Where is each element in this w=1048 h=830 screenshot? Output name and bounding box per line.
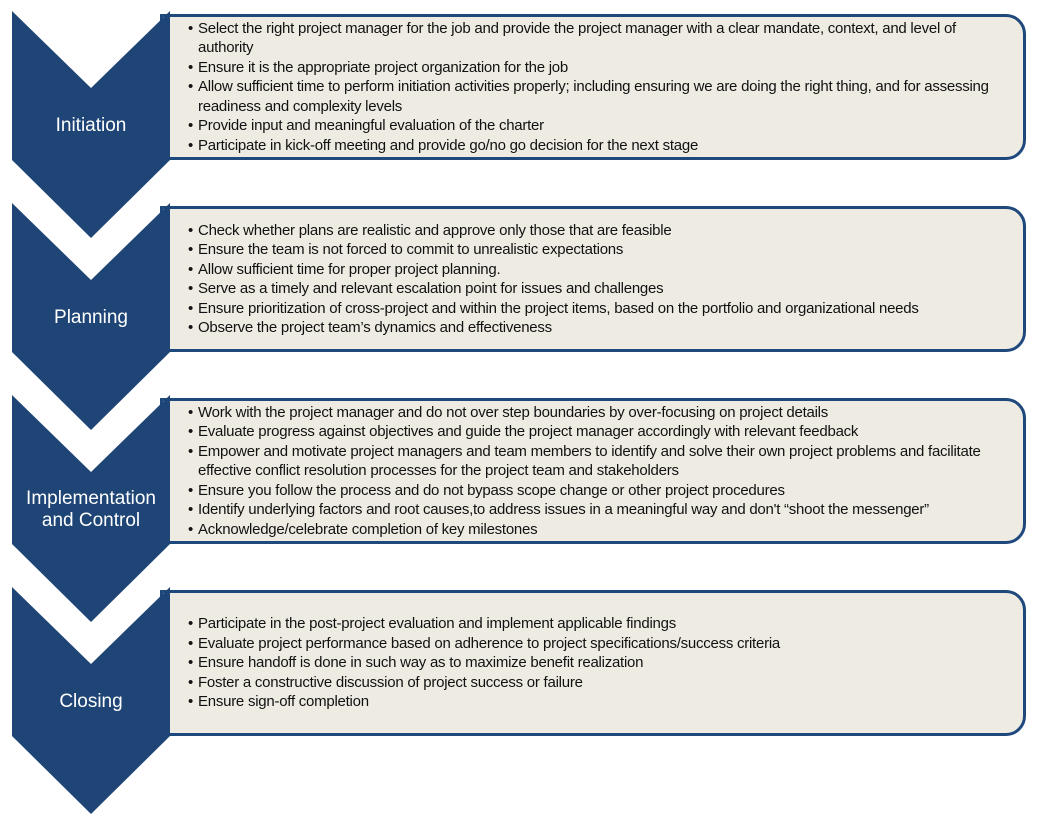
bullet-item: Provide input and meaningful evaluation … — [188, 116, 1013, 136]
bullet-item: Allow sufficient time to perform initiat… — [188, 77, 1013, 116]
bullet-list: Participate in the post-project evaluati… — [188, 614, 780, 712]
stage-label: Planning — [54, 307, 128, 328]
stage-initiation: Select the right project manager for the… — [0, 11, 1048, 241]
stage-label: Closing — [59, 691, 123, 712]
bullet-item: Evaluate progress against objectives and… — [188, 422, 1013, 442]
bullet-item: Empower and motivate project managers an… — [188, 442, 1013, 481]
bullet-list: Check whether plans are realistic and ap… — [188, 221, 919, 338]
chevron-arrow — [12, 203, 170, 430]
stage-planning: Check whether plans are realistic and ap… — [0, 203, 1048, 433]
stage-implementation: Work with the project manager and do not… — [0, 395, 1048, 625]
bullet-item: Ensure prioritization of cross-project a… — [188, 299, 919, 319]
bullet-list: Select the right project manager for the… — [188, 19, 1013, 156]
chevron-arrow — [12, 587, 170, 814]
bullet-item: Foster a constructive discussion of proj… — [188, 673, 780, 693]
bullet-item: Check whether plans are realistic and ap… — [188, 221, 919, 241]
bullet-item: Select the right project manager for the… — [188, 19, 1013, 58]
stage-box: Select the right project manager for the… — [160, 14, 1026, 160]
bullet-item: Observe the project team’s dynamics and … — [188, 318, 919, 338]
stage-label: Implementation and Control — [26, 488, 156, 531]
stage-label: Initiation — [55, 115, 127, 136]
bullet-item: Serve as a timely and relevant escalatio… — [188, 279, 919, 299]
chevron-arrow — [12, 395, 170, 622]
stage-closing: Participate in the post-project evaluati… — [0, 587, 1048, 817]
stage-box: Work with the project manager and do not… — [160, 398, 1026, 544]
bullet-item: Acknowledge/celebrate completion of key … — [188, 520, 1013, 540]
bullet-item: Allow sufficient time for proper project… — [188, 260, 919, 280]
bullet-item: Ensure the team is not forced to commit … — [188, 240, 919, 260]
bullet-item: Participate in the post-project evaluati… — [188, 614, 780, 634]
bullet-item: Ensure sign-off completion — [188, 692, 780, 712]
bullet-list: Work with the project manager and do not… — [188, 403, 1013, 540]
bullet-item: Identify underlying factors and root cau… — [188, 500, 1013, 520]
bullet-item: Participate in kick-off meeting and prov… — [188, 136, 1013, 156]
bullet-item: Ensure it is the appropriate project org… — [188, 58, 1013, 78]
bullet-item: Evaluate project performance based on ad… — [188, 634, 780, 654]
stage-box: Participate in the post-project evaluati… — [160, 590, 1026, 736]
chevron-arrow — [12, 11, 170, 238]
bullet-item: Work with the project manager and do not… — [188, 403, 1013, 423]
bullet-item: Ensure handoff is done in such way as to… — [188, 653, 780, 673]
bullet-item: Ensure you follow the process and do not… — [188, 481, 1013, 501]
stage-box: Check whether plans are realistic and ap… — [160, 206, 1026, 352]
